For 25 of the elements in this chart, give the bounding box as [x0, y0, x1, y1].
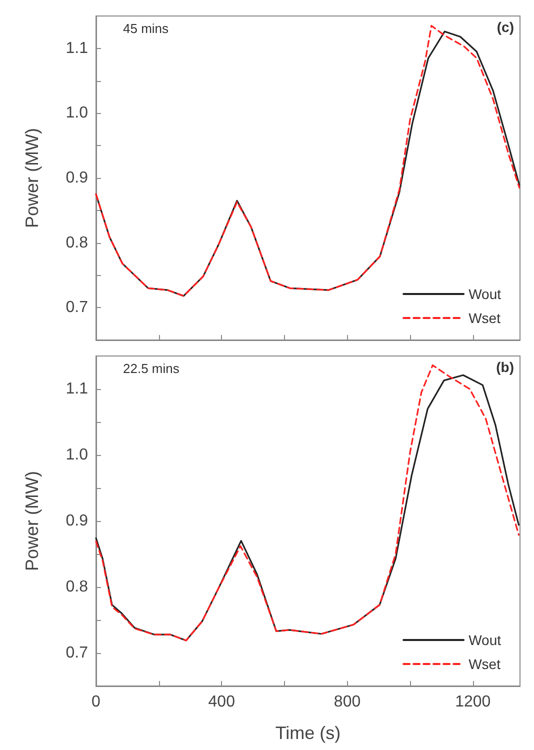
annotation: 22.5 mins: [123, 361, 180, 376]
y-tick-label: 1.1: [66, 40, 88, 57]
annotation: 45 mins: [123, 21, 170, 36]
x-tick-label: 1200: [455, 694, 491, 710]
y-tick-label: 0.9: [66, 512, 88, 530]
y-axis-title: Power (MW): [22, 128, 42, 228]
y-tick-label: 0.8: [66, 234, 88, 252]
annotation: (b): [496, 359, 514, 375]
x-tick-label: 0: [92, 694, 101, 710]
x-tick-label: 400: [208, 694, 236, 710]
x-axis-title: Time (s): [275, 723, 341, 743]
legend-label: Wset: [468, 656, 501, 672]
y-tick-label: 0.8: [66, 578, 88, 596]
y-tick-label: 1.0: [66, 104, 88, 122]
legend-label: Wset: [468, 310, 501, 326]
y-axis-title: Power (MW): [22, 471, 42, 571]
y-tick-label: 0.7: [66, 644, 88, 662]
annotation: (c): [496, 19, 514, 35]
legend-label: Wout: [468, 632, 502, 648]
y-tick-label: 1.1: [66, 380, 88, 398]
legend-label: Wout: [468, 286, 502, 302]
y-tick-label: 1.0: [66, 446, 88, 464]
y-tick-label: 0.7: [66, 299, 88, 316]
x-tick-label: 800: [334, 694, 361, 710]
y-tick-label: 0.9: [66, 170, 88, 186]
